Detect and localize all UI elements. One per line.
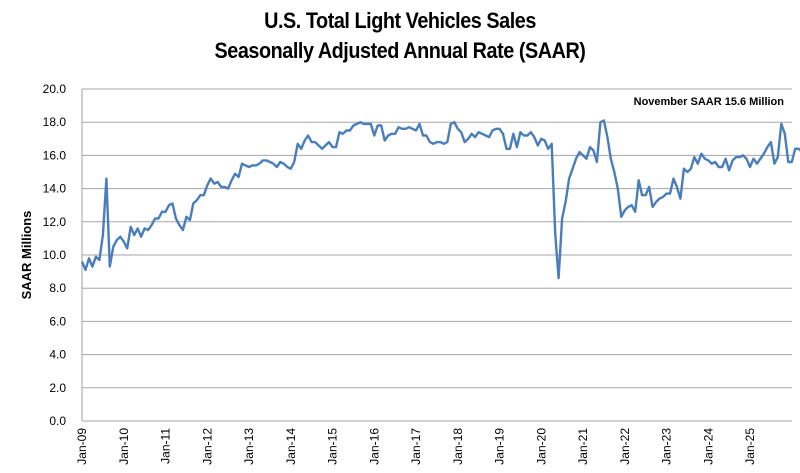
x-tick-label: Jan-13: [242, 428, 256, 465]
y-tick-label: 8.0: [49, 281, 66, 295]
y-tick-label: 2.0: [49, 381, 66, 395]
x-tick-label: Jan-16: [367, 428, 381, 465]
x-tick-label: Jan-20: [534, 428, 548, 465]
y-axis-label: SAAR Millions: [19, 211, 34, 300]
y-tick-label: 6.0: [49, 314, 66, 328]
x-tick-label: Jan-17: [409, 428, 423, 465]
x-tick-label: Jan-09: [75, 428, 89, 465]
y-tick-label: 18.0: [43, 115, 67, 129]
y-tick-label: 10.0: [43, 248, 67, 262]
x-tick-label: Jan-12: [200, 428, 214, 465]
series-line-saar: [80, 119, 800, 280]
y-tick-label: 20.0: [43, 82, 67, 96]
y-tick-label: 16.0: [43, 148, 67, 162]
chart-subtitle: Seasonally Adjusted Annual Rate (SAAR): [214, 38, 586, 63]
x-tick-label: Jan-22: [618, 428, 632, 465]
chart-title: U.S. Total Light Vehicles Sales: [264, 8, 536, 33]
x-tick-label: Jan-24: [701, 428, 715, 465]
x-tick-label: Jan-10: [117, 428, 131, 465]
y-tick-label: 14.0: [43, 182, 67, 196]
x-tick-label: Jan-21: [576, 428, 590, 465]
y-tick-label: 0.0: [49, 414, 66, 428]
y-tick-label: 12.0: [43, 215, 67, 229]
x-tick-label: Jan-19: [493, 428, 507, 465]
y-tick-label: 4.0: [49, 348, 66, 362]
x-tick-label: Jan-14: [284, 428, 298, 465]
x-tick-label: Jan-11: [159, 428, 173, 464]
annotation: November SAAR 15.6 Million: [634, 96, 785, 108]
x-tick-label: Jan-15: [326, 428, 340, 465]
x-tick-label: Jan-23: [660, 428, 674, 465]
x-tick-label: Jan-18: [451, 428, 465, 465]
x-tick-label: Jan-25: [743, 428, 757, 465]
